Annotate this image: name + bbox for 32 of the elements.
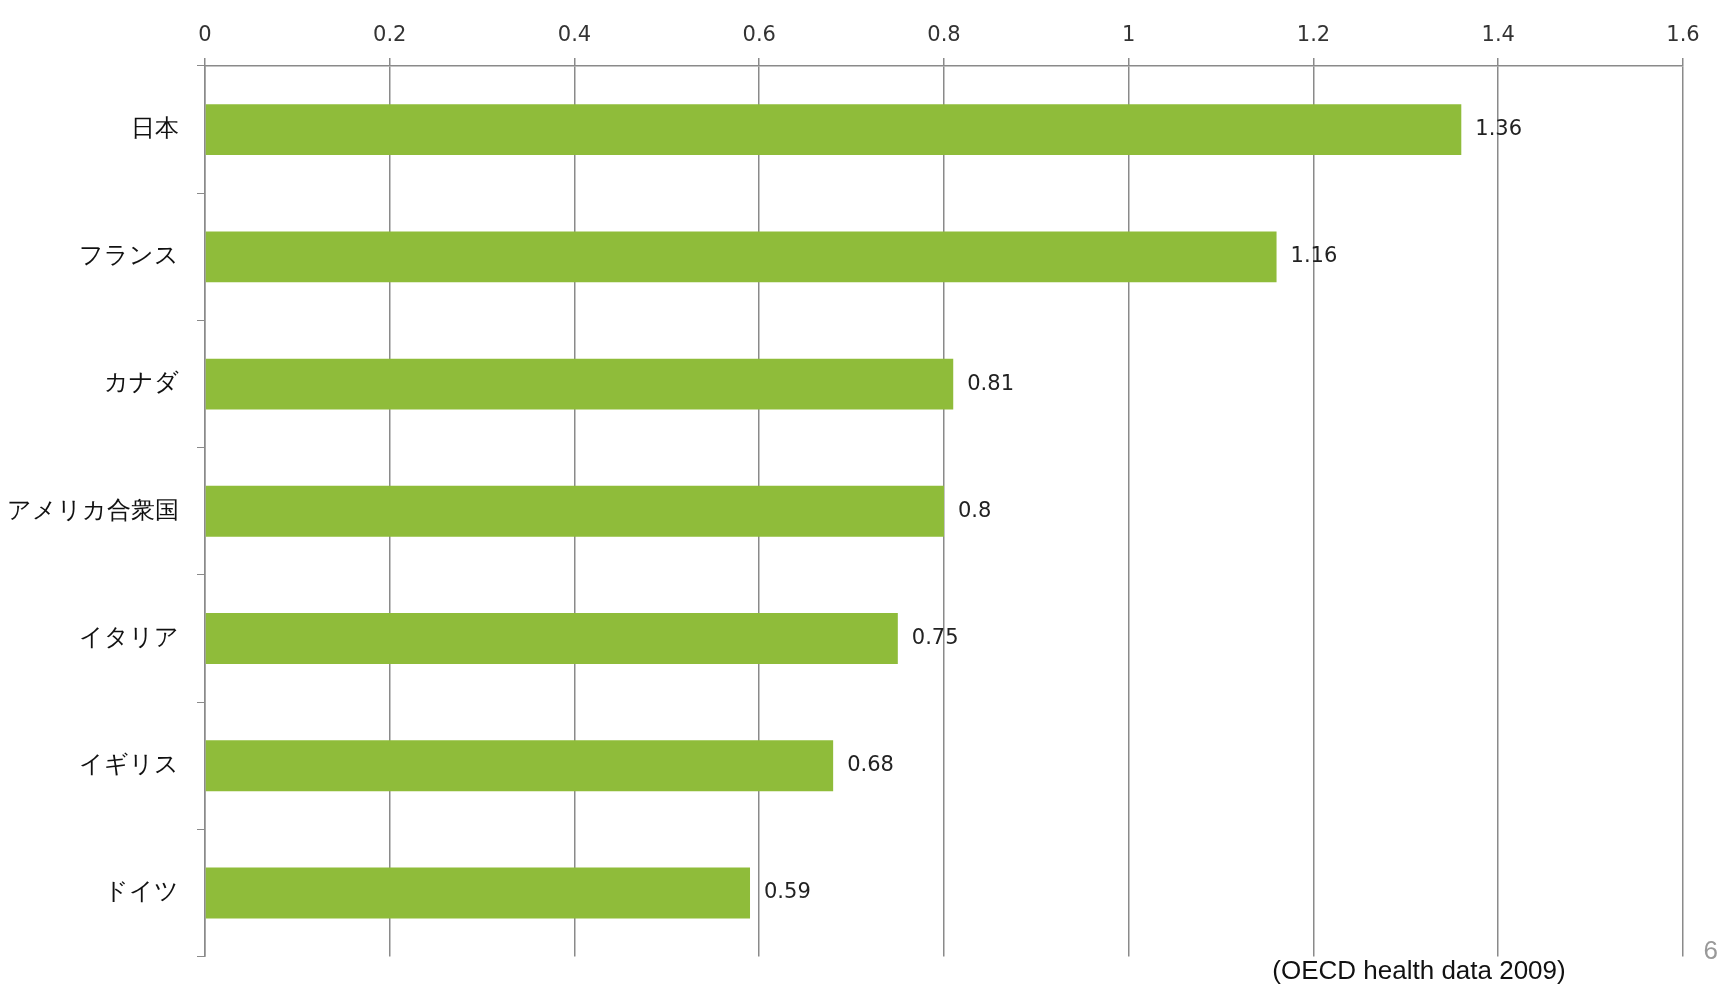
data-label: 0.59 (764, 879, 811, 904)
x-tick-label: 1.4 (1481, 21, 1515, 46)
y-tick-label: イタリア (79, 622, 179, 651)
y-tick-label: 日本 (131, 113, 179, 142)
y-tick-label: イギリス (79, 749, 179, 778)
bar (205, 867, 751, 919)
annotation: (OECD health data 2009) (1272, 955, 1566, 986)
data-label: 0.68 (847, 752, 894, 777)
x-tick-label: 0.4 (557, 21, 592, 46)
x-tick-label: 1 (1122, 21, 1136, 46)
y-tick-label: アメリカ合衆国 (7, 495, 179, 524)
bar (205, 485, 944, 537)
bar (205, 613, 898, 664)
data-label: 0.75 (911, 624, 959, 649)
x-tick-label: 1.2 (1296, 21, 1331, 46)
text: 6 (1703, 935, 1718, 966)
x-tick-label: 0.8 (927, 21, 961, 46)
data-label: 1.16 (1290, 243, 1338, 268)
bar (205, 358, 954, 410)
bar (205, 740, 834, 792)
x-tick-label: 0.6 (742, 21, 776, 46)
data-label: 1.36 (1475, 116, 1523, 141)
bar (205, 104, 1462, 156)
bar (205, 231, 1277, 283)
data-label: 0.81 (967, 370, 1014, 395)
x-tick-label: 0 (198, 21, 212, 46)
y-tick-label: ドイツ (104, 877, 179, 906)
x-tick-label: 0.2 (373, 21, 407, 46)
data-label: 0.8 (958, 497, 992, 522)
y-tick-label: カナダ (104, 368, 179, 397)
x-tick-label: 1.6 (1666, 21, 1700, 46)
y-tick-label: フランス (79, 241, 179, 270)
